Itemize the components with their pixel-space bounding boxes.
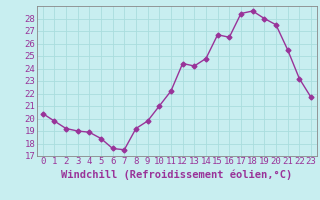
X-axis label: Windchill (Refroidissement éolien,°C): Windchill (Refroidissement éolien,°C) (61, 169, 292, 180)
